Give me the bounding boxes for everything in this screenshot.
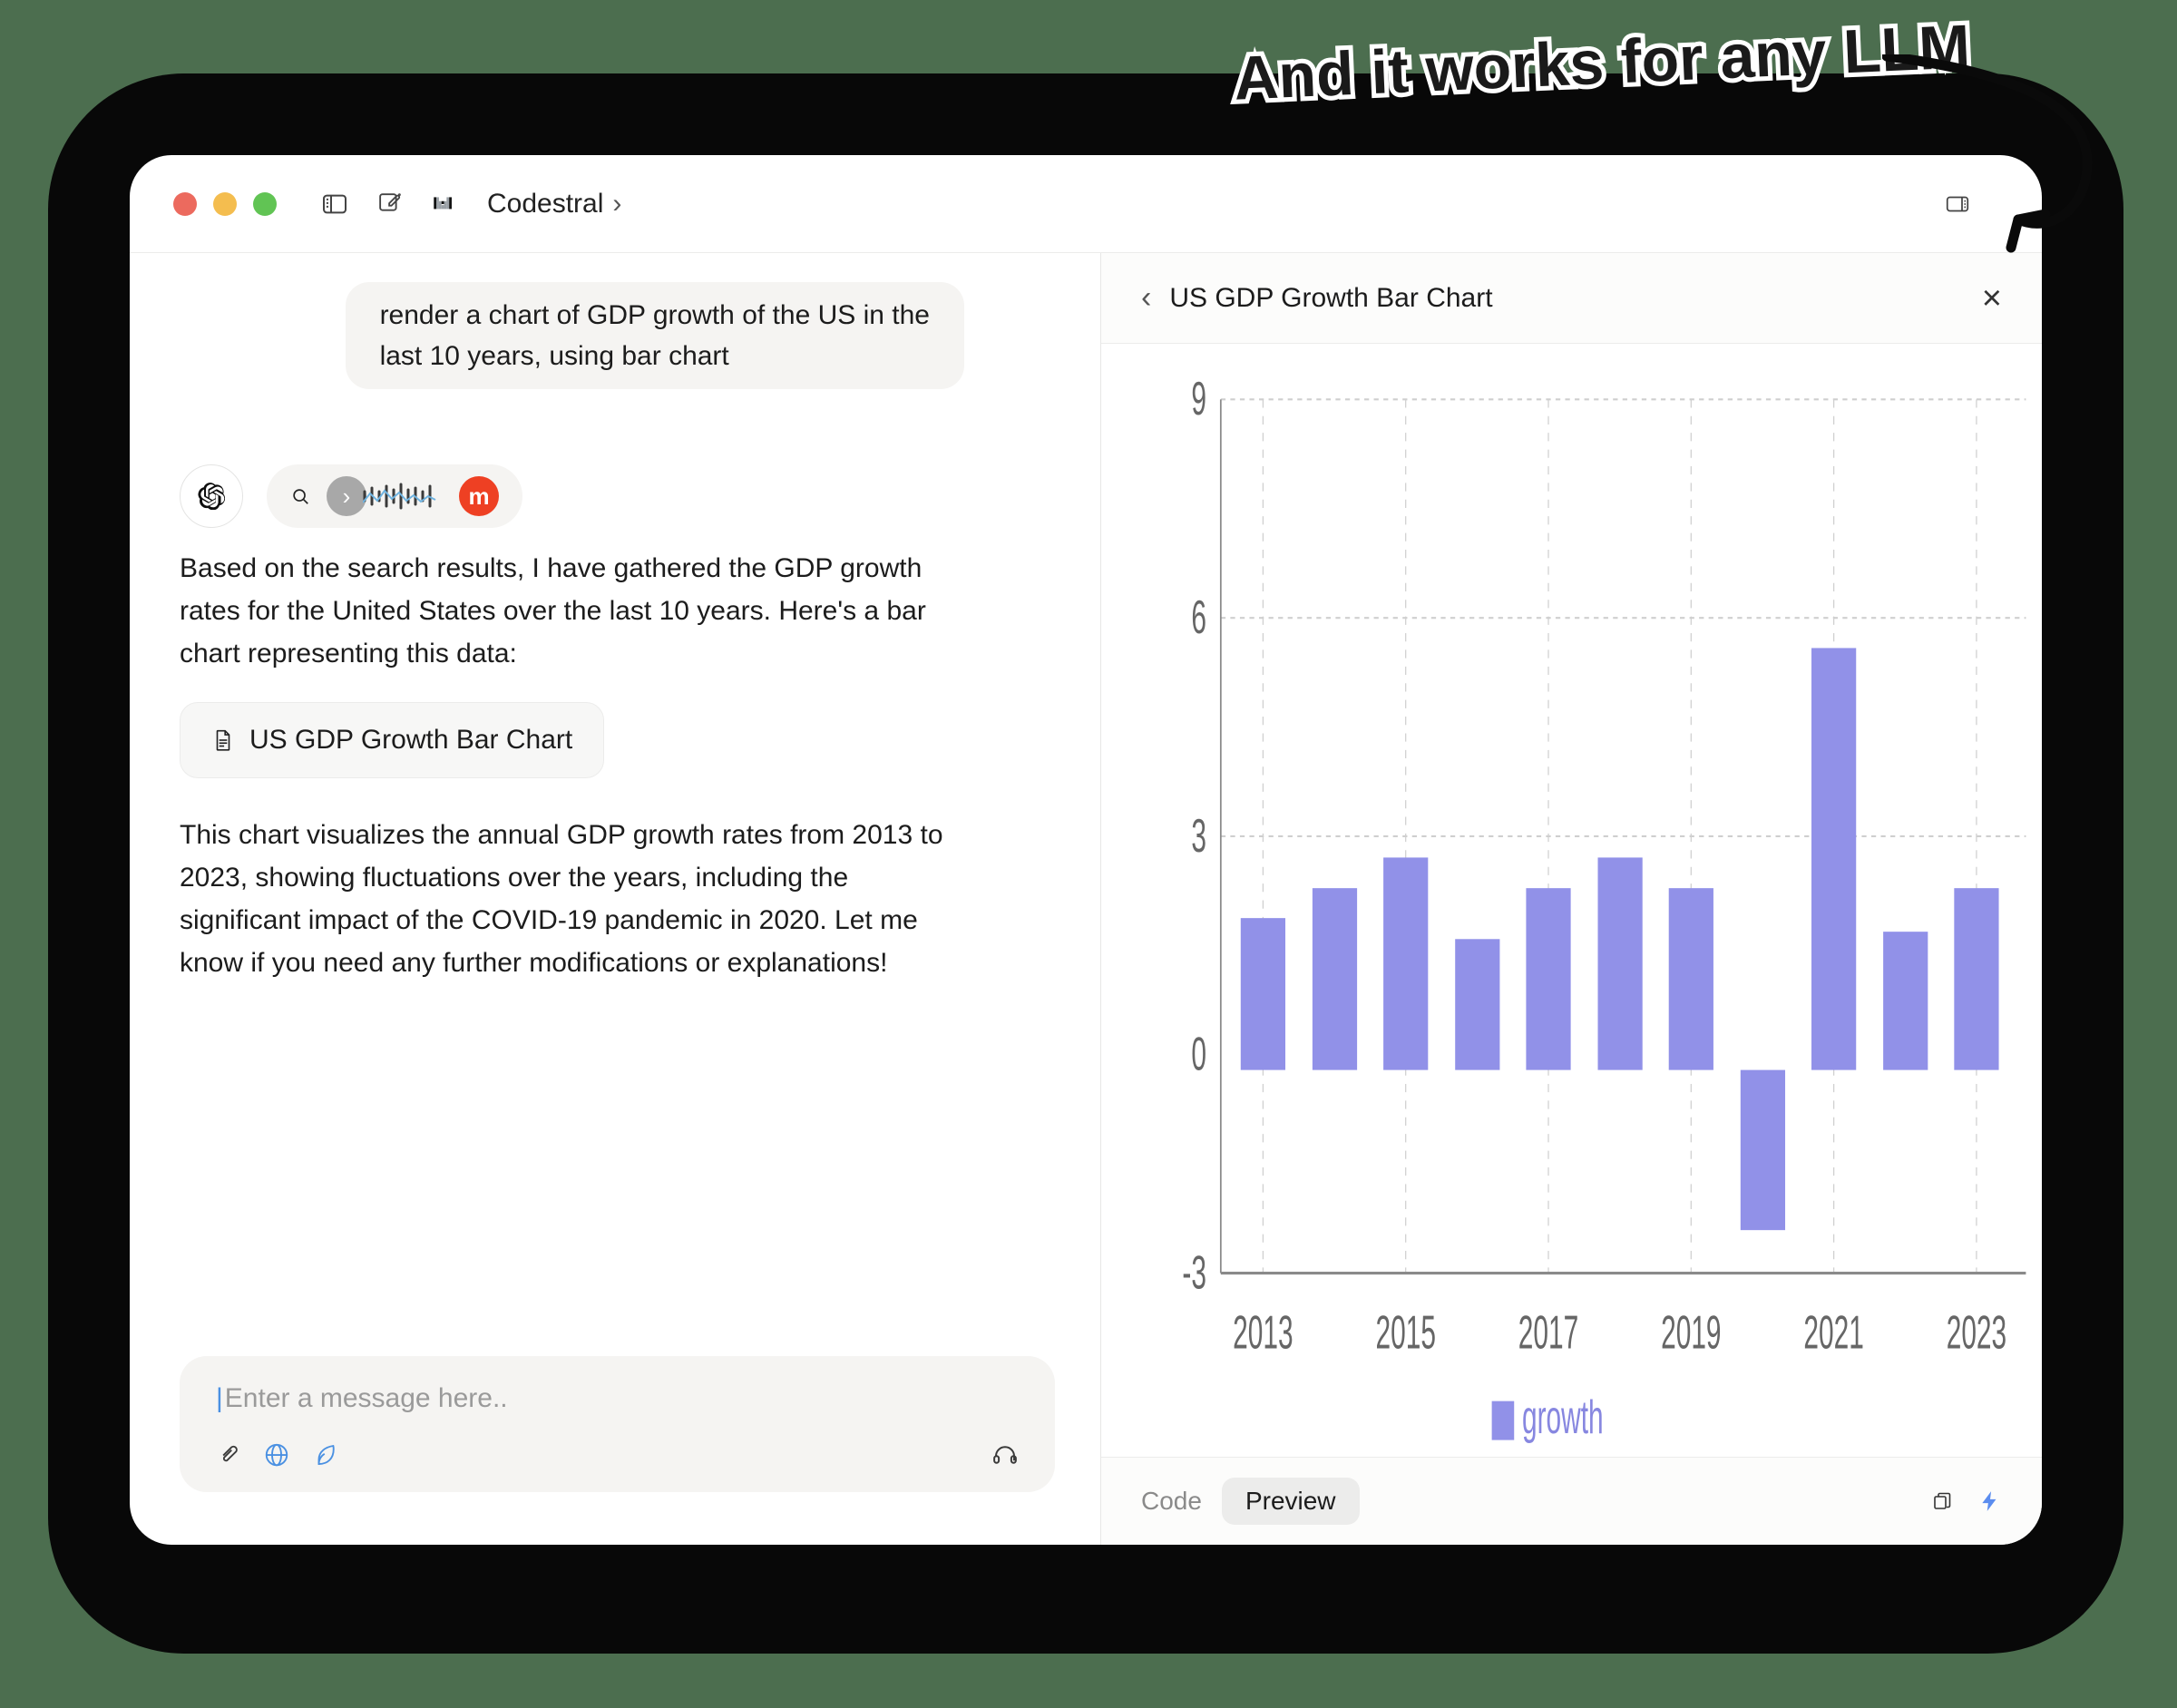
- svg-text:2021: 2021: [1803, 1307, 1863, 1360]
- svg-text:2019: 2019: [1661, 1307, 1721, 1360]
- svg-text:2013: 2013: [1233, 1307, 1293, 1360]
- svg-text:-3: -3: [1182, 1247, 1206, 1300]
- svg-text:3: 3: [1191, 810, 1206, 863]
- svg-text:6: 6: [1191, 592, 1206, 645]
- svg-text:growth: growth: [1522, 1392, 1604, 1445]
- svg-text:2015: 2015: [1375, 1307, 1435, 1360]
- svg-text:2017: 2017: [1518, 1307, 1578, 1360]
- svg-text:9: 9: [1191, 374, 1206, 426]
- svg-text:2023: 2023: [1947, 1307, 2006, 1360]
- svg-text:0: 0: [1191, 1029, 1206, 1081]
